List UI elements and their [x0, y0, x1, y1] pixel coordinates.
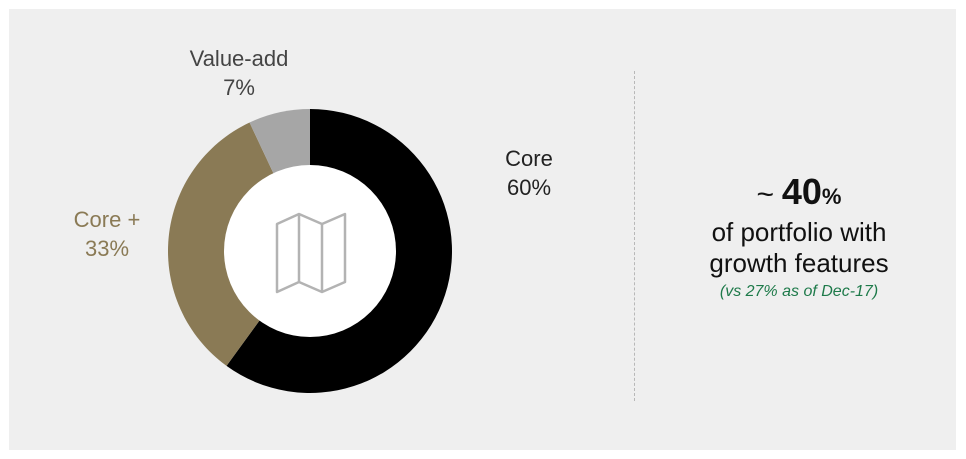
chart-panel: Core 60% Core + 33% Value-add 7% ~ 40% o…: [9, 9, 956, 450]
slice-label-core-plus: Core + 33%: [57, 205, 157, 263]
slice-label-core-name: Core: [505, 146, 553, 171]
growth-headline: ~ 40%: [649, 172, 949, 217]
donut-hole: [224, 165, 396, 337]
growth-description-line2: growth features: [709, 248, 889, 278]
growth-callout: ~ 40% of portfolio with growth features …: [649, 172, 949, 303]
donut-chart: [168, 109, 453, 394]
slice-label-core-plus-value: 33%: [84, 236, 130, 261]
approx-symbol: ~: [756, 178, 775, 211]
slice-label-core-value: 60%: [506, 175, 552, 200]
growth-percent-sign: %: [821, 184, 842, 209]
growth-description-line1: of portfolio with: [711, 217, 887, 247]
comparison-note: (vs 27% as of Dec-17): [719, 283, 879, 300]
map-icon: [275, 212, 347, 294]
slice-label-core: Core 60%: [489, 144, 569, 202]
growth-number: 40: [781, 171, 822, 212]
slice-label-value-add-value: 7%: [223, 75, 255, 100]
slice-label-core-plus-name: Core +: [73, 207, 141, 232]
dashed-divider: [634, 71, 635, 401]
slice-label-value-add-name: Value-add: [189, 46, 289, 71]
slice-label-value-add: Value-add 7%: [179, 44, 299, 102]
